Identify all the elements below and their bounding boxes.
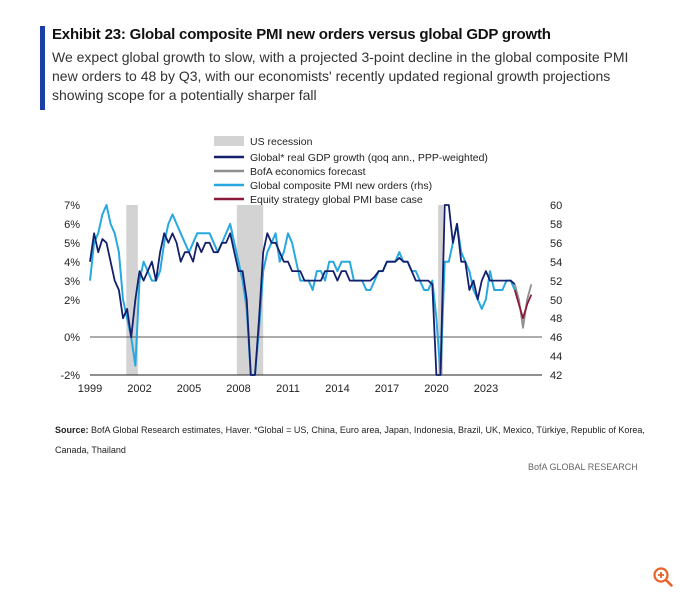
x-tick: 2014 (325, 383, 349, 395)
y-right-tick: 48 (550, 313, 562, 325)
legend-label-recession: US recession (250, 136, 313, 148)
y-left-tick: 3% (64, 276, 80, 288)
legend-label-pmi: Global composite PMI new orders (rhs) (250, 180, 432, 192)
y-right-tick: 54 (550, 257, 562, 269)
y-right-tick: 52 (550, 276, 562, 288)
exhibit-subtitle: We expect global growth to slow, with a … (52, 49, 629, 103)
legend-swatch-recession (214, 136, 244, 146)
axes (90, 336, 542, 376)
legend-label-gdp: Global* real GDP growth (qoq ann., PPP-w… (250, 152, 488, 164)
x-tick: 2002 (127, 383, 151, 395)
x-tick: 2020 (424, 383, 448, 395)
y-right-tick: 50 (550, 295, 562, 307)
y-left-tick: 4% (64, 257, 80, 269)
x-tick: 2023 (474, 383, 498, 395)
exhibit-title: Exhibit 23: Global composite PMI new ord… (52, 26, 551, 43)
y-left-tick: 2% (64, 295, 80, 307)
y-left-tick: 0% (64, 332, 80, 344)
tick-labels: 7% 6% 5% 4% 3% 2% 0% -2% 60 58 56 54 52 … (60, 200, 562, 395)
series-line-forecast (513, 284, 533, 329)
chart: 7% 6% 5% 4% 3% 2% 0% -2% 60 58 56 54 52 … (60, 136, 562, 395)
source-note: Source: BofA Global Research estimates, … (55, 420, 645, 460)
y-left-tick: 5% (64, 238, 80, 250)
y-left-tick: 6% (64, 219, 80, 231)
source-label: Source: (55, 425, 89, 435)
y-right-tick: 56 (550, 238, 562, 250)
accent-bar (40, 26, 45, 110)
y-left-tick: 7% (64, 200, 80, 212)
x-tick: 2005 (177, 383, 201, 395)
y-right-tick: 58 (550, 219, 562, 231)
series-line-base-case (513, 289, 533, 320)
recession-band (438, 205, 444, 375)
x-tick: 2008 (226, 383, 250, 395)
recession-band (126, 205, 138, 375)
y-right-tick: 46 (550, 332, 562, 344)
y-right-tick: 60 (550, 200, 562, 212)
y-left-tick: -2% (60, 370, 80, 382)
x-tick: 2017 (375, 383, 399, 395)
series-line-pmi (89, 204, 516, 376)
x-tick: 2011 (276, 383, 300, 395)
zoom-in-icon[interactable] (652, 566, 674, 588)
x-tick: 1999 (78, 383, 102, 395)
legend: US recession Global* real GDP growth (qo… (214, 136, 488, 206)
y-right-tick: 42 (550, 370, 562, 382)
legend-label-base-case: Equity strategy global PMI base case (250, 194, 423, 206)
recession-shading (126, 205, 444, 375)
source-text: BofA Global Research estimates, Haver. *… (55, 425, 645, 455)
legend-label-forecast: BofA economics forecast (250, 166, 366, 178)
credit-label: BofA GLOBAL RESEARCH (528, 462, 638, 472)
series-line-gdp (89, 204, 516, 376)
series-lines (89, 204, 533, 376)
y-right-tick: 44 (550, 351, 562, 363)
